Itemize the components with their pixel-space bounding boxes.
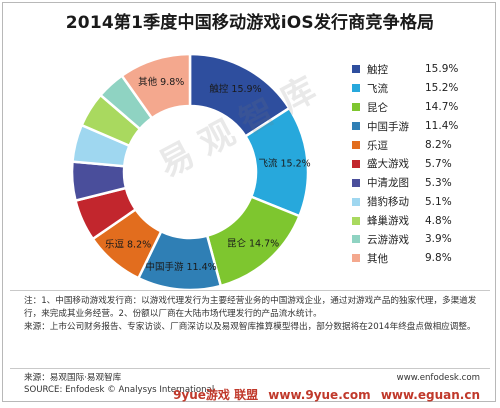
slice-label-4: 中国手游 11.4% [145,261,216,273]
legend-swatch [352,159,360,168]
legend-value: 11.4% [425,120,459,133]
legend-label: 触控 [367,63,388,76]
legend-value: 15.2% [425,82,459,95]
legend-value: 5.1% [425,195,452,208]
legend-label: 猎豹移动 [367,196,409,209]
legend-swatch [352,216,360,225]
legend-swatch [352,65,360,74]
legend-value: 14.7% [425,101,459,114]
legend-label: 中清龙图 [367,177,409,190]
slice-label-3: 昆仑 14.7% [227,238,279,250]
donut-slices [70,52,310,290]
legend-value: 9.8% [425,252,452,265]
legend-item: 乐逗 8.2% [352,136,492,155]
legend-value: 8.2% [425,139,452,151]
legend-label: 蜂巢游戏 [367,215,409,228]
legend-label: 盛大游戏 [367,158,409,171]
chart-title: 2014第1季度中国移动游戏iOS发行商竞争格局 [65,13,435,33]
slice-labels: 触控 15.9% 飞流 15.2% 昆仑 14.7% 中国手游 11.4% 乐逗 8.2… [105,76,311,273]
legend-swatch [352,254,360,263]
divider-bottom [10,368,490,369]
legend-label: 飞流 [367,82,388,95]
slice-label-2: 飞流 15.2% [258,158,310,170]
legend-item: 触控 15.9% [352,60,492,79]
divider-top [10,290,490,291]
site-url-9yue: www.9yue.com [268,388,371,402]
source-block: 来源：易观国际·易观智库 SOURCE: Enfodesk © Analysys… [24,372,214,396]
legend-label: 中国手游 [367,120,409,133]
slice-11 [120,52,192,120]
note-line-1: 注：1、中国移动游戏发行商：以游戏代理发行为主要经营业务的中国游戏企业，通过对游… [24,296,477,319]
legend-item: 蜂巢游戏 4.8% [352,211,492,230]
legend-swatch [352,197,360,206]
legend-item: 盛大游戏 5.7% [352,154,492,173]
legend-swatch [352,122,360,131]
legend-value: 5.3% [425,176,452,189]
legend-item: 中国手游 11.4% [352,117,492,136]
slice-label-5: 乐逗 8.2% [105,239,151,251]
site-url-eguan: www.eguan.cn [380,388,480,402]
legend-value: 15.9% [425,63,459,76]
legend-item: 云游游戏 3.9% [352,230,492,249]
watermark-bottom-text: 9yue游戏 联盟 [173,388,259,402]
site-urls: www.enfodesk.com [397,372,480,384]
source-en: SOURCE: Enfodesk © Analysys Internationa… [24,385,215,395]
note-line-2: 来源：上市公司财务报告、专家访谈、厂商深访以及易观智库推算模型得出，部分数据将在… [24,322,476,332]
slice-label-1: 触控 15.9% [209,83,261,95]
legend-swatch [352,235,360,244]
source-cn: 来源：易观国际·易观智库 [24,373,122,383]
slice-label-11: 其他 9.8% [138,76,184,88]
legend-item: 猎豹移动 5.1% [352,192,492,211]
legend-swatch [352,103,360,112]
donut-chart: 触控 15.9% 飞流 15.2% 昆仑 14.7% 中国手游 11.4% 乐逗 8.2… [70,52,311,290]
legend-item: 飞流 15.2% [352,79,492,98]
legend-swatch [352,141,360,149]
chart-legend: 触控 15.9% 飞流 15.2% 昆仑 14.7% 中国手游 11.4% 乐逗 8.2% 盛大游戏… [352,60,492,268]
legend-label: 云游游戏 [367,233,409,246]
legend-item: 其他 9.8% [352,249,492,268]
legend-value: 4.8% [425,214,452,227]
legend-value: 3.9% [425,233,452,246]
legend-swatch [352,178,360,187]
site-url-enfodesk: www.enfodesk.com [396,373,480,383]
legend-label: 昆仑 [367,101,388,114]
legend-swatch [352,84,360,93]
legend-item: 中清龙图 5.3% [352,173,492,192]
chart-notes: 注：1、中国移动游戏发行商：以游戏代理发行为主要经营业务的中国游戏企业，通过对游… [24,295,484,334]
watermark-bottom: 9yue游戏 联盟 www.9yue.com www.eguan.cn [173,386,480,403]
legend-label: 乐逗 [367,139,388,152]
legend-label: 其他 [367,252,388,265]
legend-value: 5.7% [425,157,452,170]
legend-item: 昆仑 14.7% [352,98,492,117]
